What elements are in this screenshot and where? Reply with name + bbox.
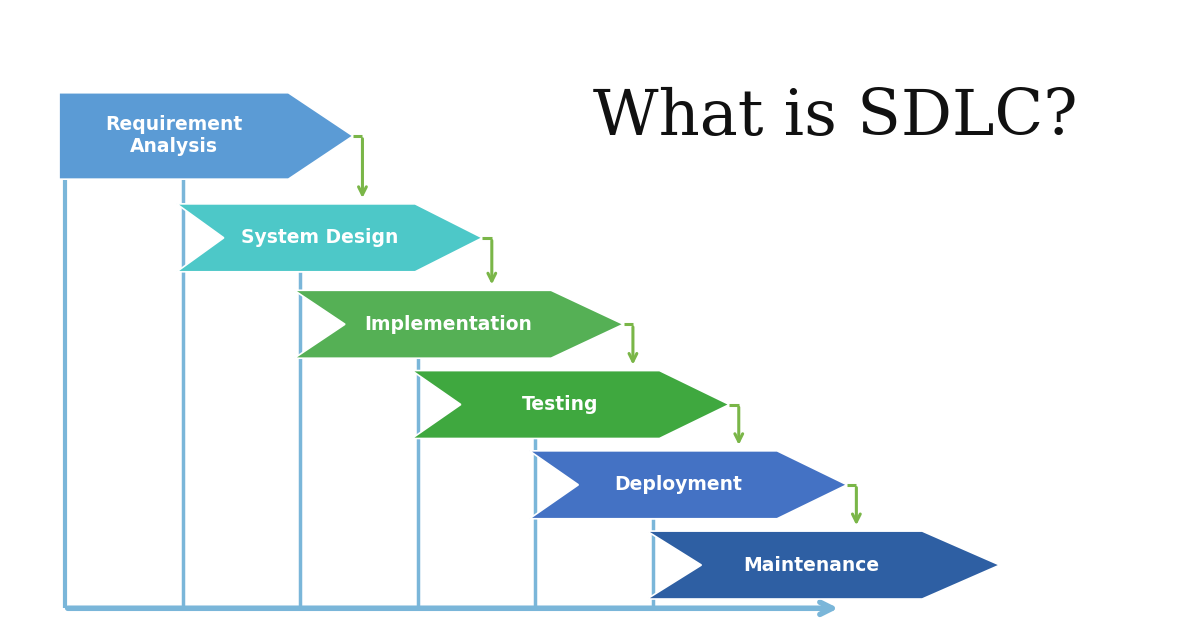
Polygon shape [647, 531, 1000, 599]
Polygon shape [412, 370, 730, 438]
Text: Requirement
Analysis: Requirement Analysis [106, 115, 242, 156]
Text: Implementation: Implementation [364, 315, 532, 334]
Polygon shape [176, 204, 482, 272]
Text: What is SDLC?: What is SDLC? [593, 86, 1078, 147]
Polygon shape [529, 451, 847, 518]
Text: System Design: System Design [241, 228, 398, 248]
Text: Deployment: Deployment [613, 475, 742, 495]
Text: Testing: Testing [522, 395, 599, 414]
Polygon shape [294, 290, 624, 358]
Polygon shape [59, 93, 353, 179]
Text: Maintenance: Maintenance [744, 556, 880, 575]
